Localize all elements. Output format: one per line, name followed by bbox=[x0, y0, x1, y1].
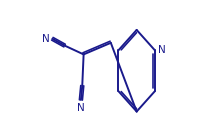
Text: N: N bbox=[158, 45, 166, 55]
Text: N: N bbox=[42, 34, 50, 44]
Text: N: N bbox=[77, 103, 85, 113]
